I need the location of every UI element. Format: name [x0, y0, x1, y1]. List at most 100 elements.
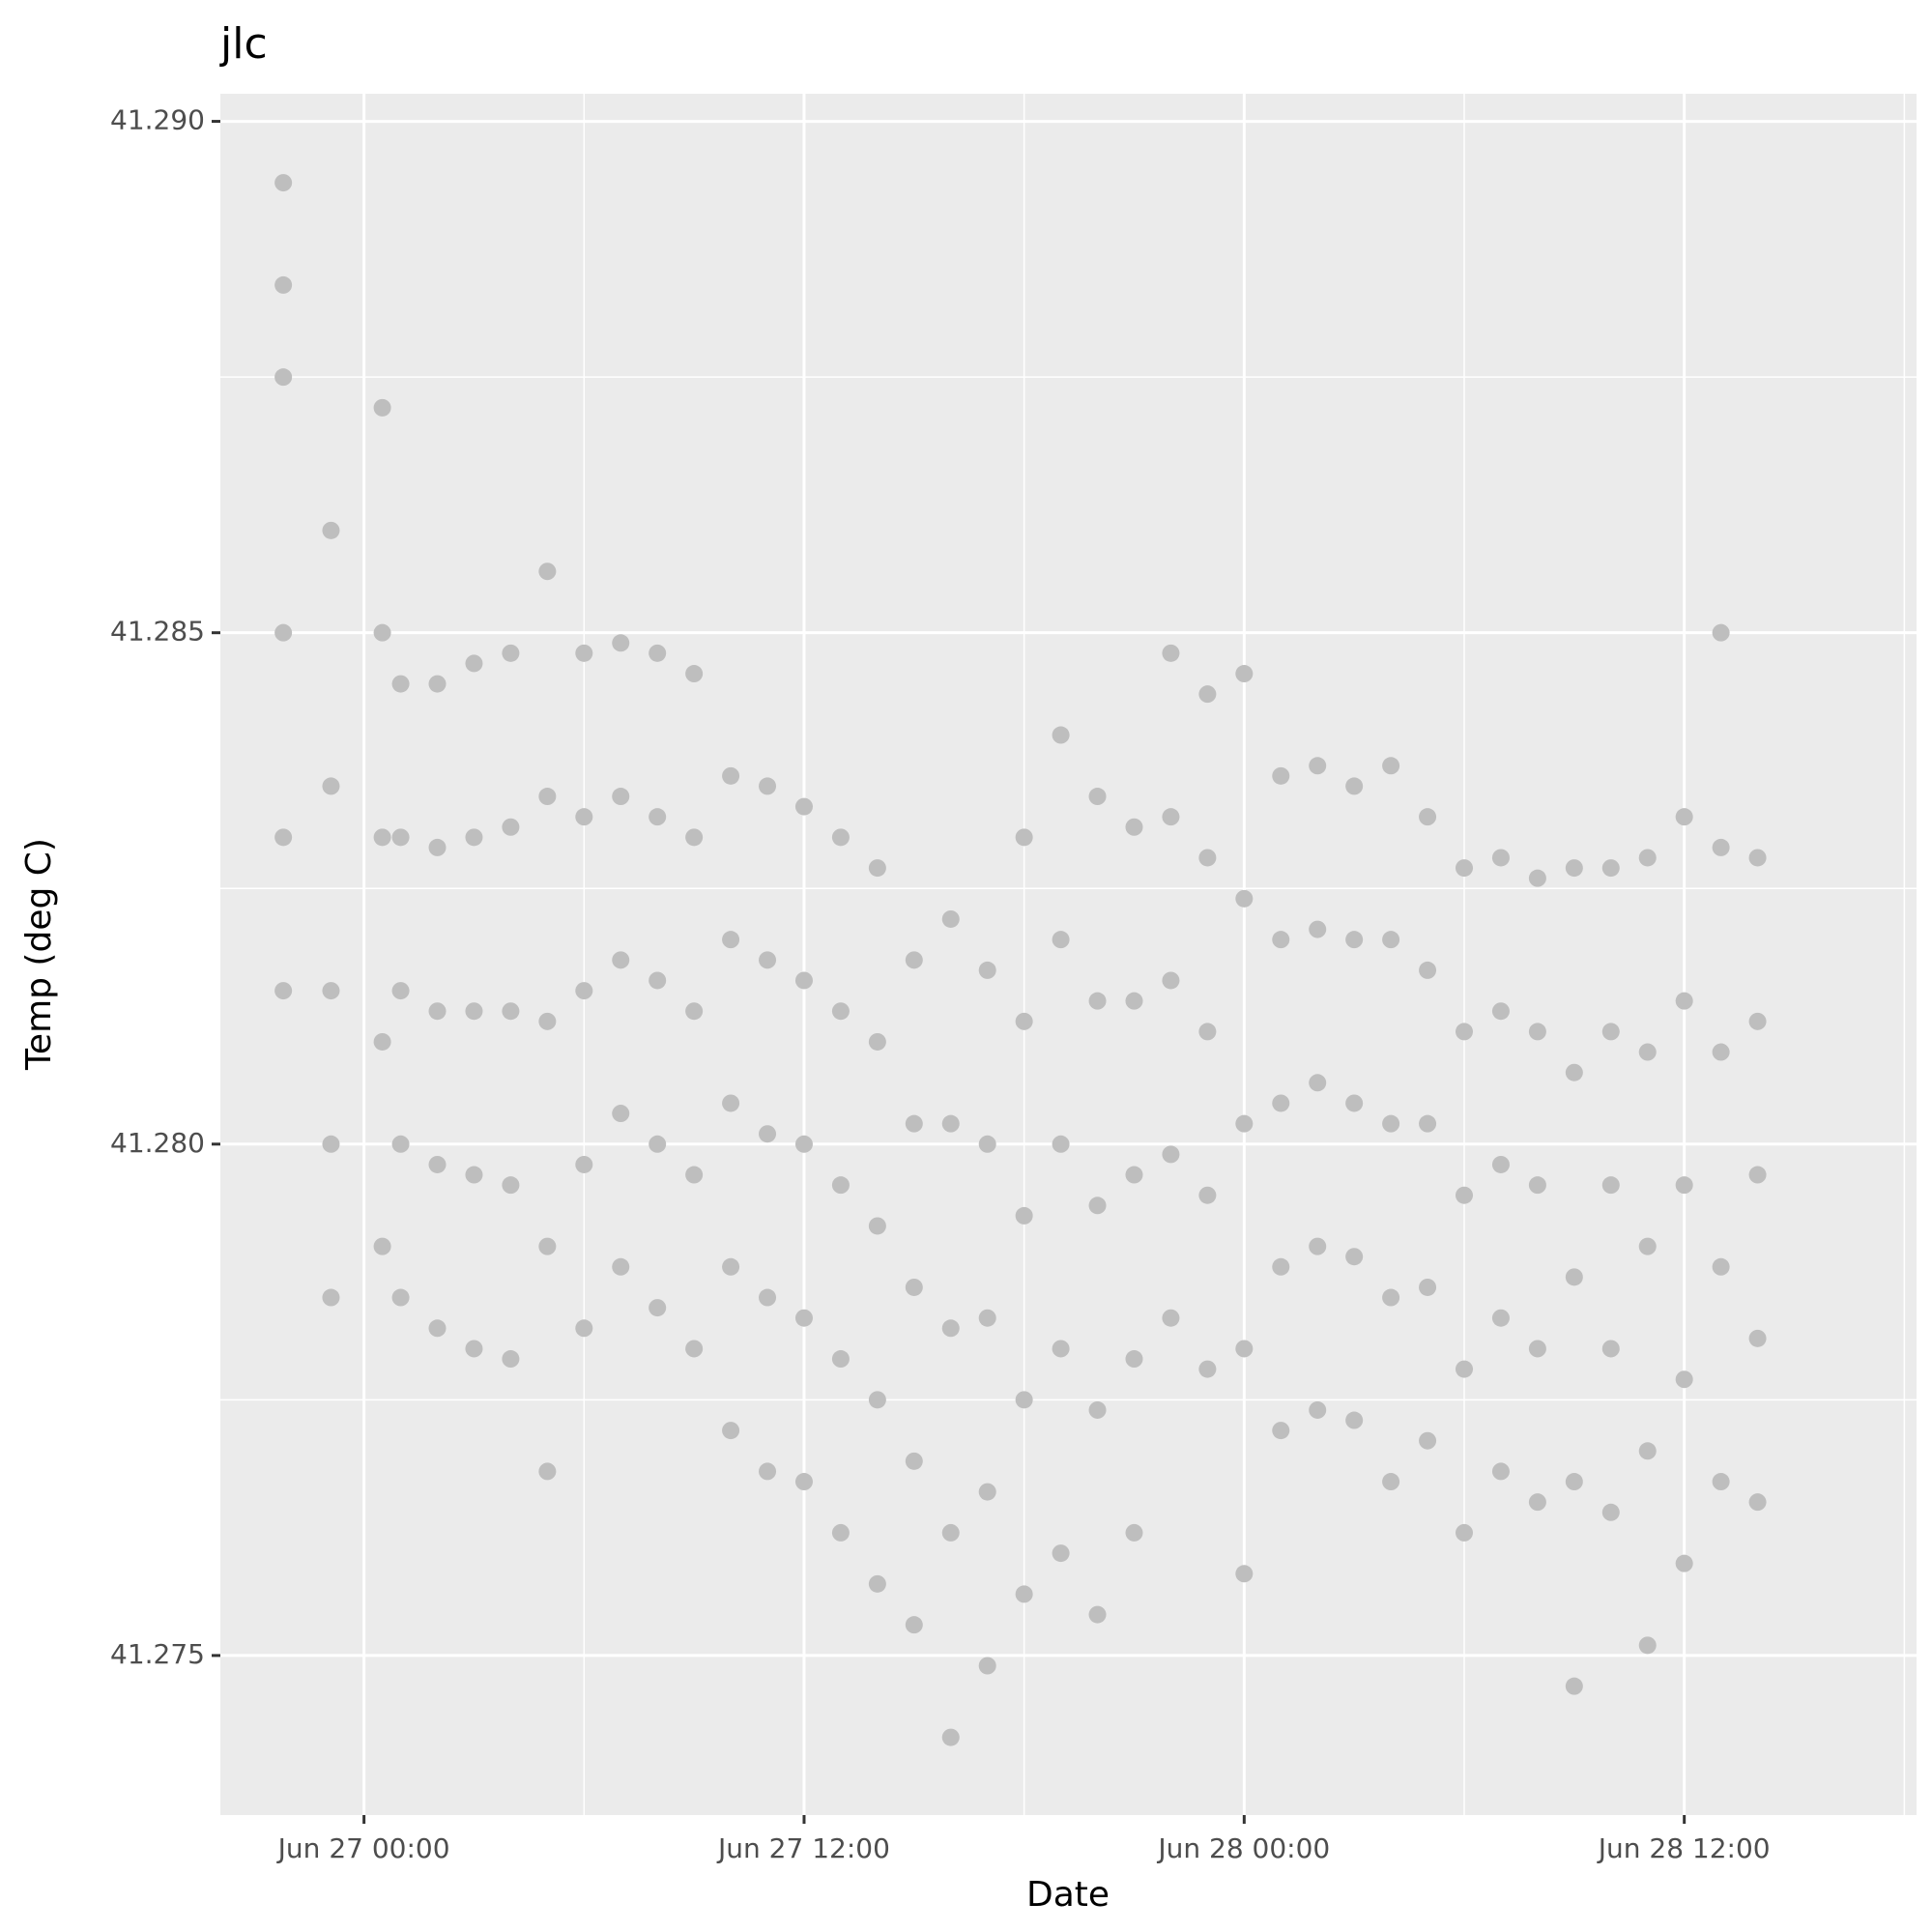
point	[1272, 766, 1290, 785]
point	[685, 1166, 704, 1184]
point	[391, 982, 410, 1000]
point	[831, 1176, 850, 1195]
point	[575, 1319, 593, 1338]
point	[1088, 1400, 1107, 1419]
point	[1198, 1023, 1217, 1041]
point	[1235, 1114, 1254, 1133]
points	[274, 174, 1767, 1746]
point	[502, 644, 520, 662]
point	[1565, 1268, 1583, 1286]
point	[274, 275, 293, 294]
x-tick-label: Jun 28 12:00	[1597, 1832, 1771, 1864]
point	[1272, 931, 1290, 949]
x-tick-label: Jun 27 00:00	[276, 1832, 450, 1864]
point	[1675, 808, 1693, 826]
point	[1382, 1473, 1400, 1491]
point	[1198, 849, 1217, 867]
point	[759, 1288, 777, 1307]
point	[1125, 1166, 1143, 1184]
point	[1015, 1585, 1033, 1603]
point	[274, 982, 293, 1000]
point	[1601, 1340, 1620, 1358]
point	[612, 788, 630, 806]
point	[575, 1155, 593, 1173]
point	[502, 818, 520, 836]
point	[373, 1032, 391, 1051]
point	[1675, 992, 1693, 1010]
point	[1382, 1114, 1400, 1133]
point	[685, 665, 704, 683]
point	[1088, 992, 1107, 1010]
point	[905, 1452, 923, 1470]
point	[1309, 920, 1327, 938]
point	[941, 1319, 960, 1338]
point	[794, 1473, 813, 1491]
point	[1528, 1176, 1546, 1195]
y-tick-label: 41.280	[110, 1127, 205, 1159]
point	[1345, 1248, 1364, 1266]
y-tick-label: 41.285	[110, 616, 205, 648]
y-axis-title: Temp (deg C)	[19, 838, 59, 1071]
point	[274, 174, 293, 192]
point	[1565, 1677, 1583, 1695]
y-tick-label: 41.290	[110, 104, 205, 136]
point	[538, 1462, 557, 1481]
point	[1345, 777, 1364, 795]
point	[1162, 808, 1180, 826]
point	[1601, 1503, 1620, 1521]
point	[1419, 808, 1437, 826]
point	[1456, 859, 1473, 878]
point	[1198, 1360, 1217, 1378]
point	[612, 634, 630, 652]
point	[1382, 757, 1400, 775]
point	[1345, 1094, 1364, 1112]
point	[978, 1135, 996, 1153]
point	[1162, 971, 1180, 990]
point	[794, 1135, 813, 1153]
point	[1088, 1605, 1107, 1624]
point	[1235, 1565, 1254, 1583]
point	[502, 1176, 520, 1195]
point	[1528, 1493, 1546, 1512]
point	[391, 1135, 410, 1153]
point	[1675, 1370, 1693, 1389]
point	[831, 1350, 850, 1369]
point	[538, 562, 557, 581]
point	[649, 1135, 667, 1153]
point	[1419, 961, 1437, 979]
point	[1382, 931, 1400, 949]
point	[1675, 1176, 1693, 1195]
point	[649, 1299, 667, 1317]
point	[1382, 1288, 1400, 1307]
point	[1052, 1340, 1070, 1358]
point	[391, 828, 410, 847]
point	[502, 1350, 520, 1369]
point	[978, 1657, 996, 1675]
point	[905, 951, 923, 969]
point	[722, 766, 740, 785]
point	[1088, 788, 1107, 806]
point	[831, 1002, 850, 1021]
point	[1565, 859, 1583, 878]
point	[794, 1309, 813, 1327]
point	[1345, 1411, 1364, 1429]
point	[941, 1728, 960, 1746]
point	[978, 961, 996, 979]
point	[1712, 1473, 1730, 1491]
point	[794, 797, 813, 816]
point	[1419, 1431, 1437, 1450]
point	[978, 1309, 996, 1327]
point	[905, 1616, 923, 1634]
x-tick-label: Jun 28 00:00	[1156, 1832, 1330, 1864]
point	[1528, 1340, 1546, 1358]
point	[538, 1237, 557, 1255]
point	[1491, 849, 1510, 867]
point	[1125, 818, 1143, 836]
point	[1638, 1043, 1657, 1061]
point	[1345, 931, 1364, 949]
chart-title: jlc	[219, 19, 268, 69]
point	[1088, 1197, 1107, 1215]
point	[575, 644, 593, 662]
point	[722, 1094, 740, 1112]
point	[685, 1002, 704, 1021]
